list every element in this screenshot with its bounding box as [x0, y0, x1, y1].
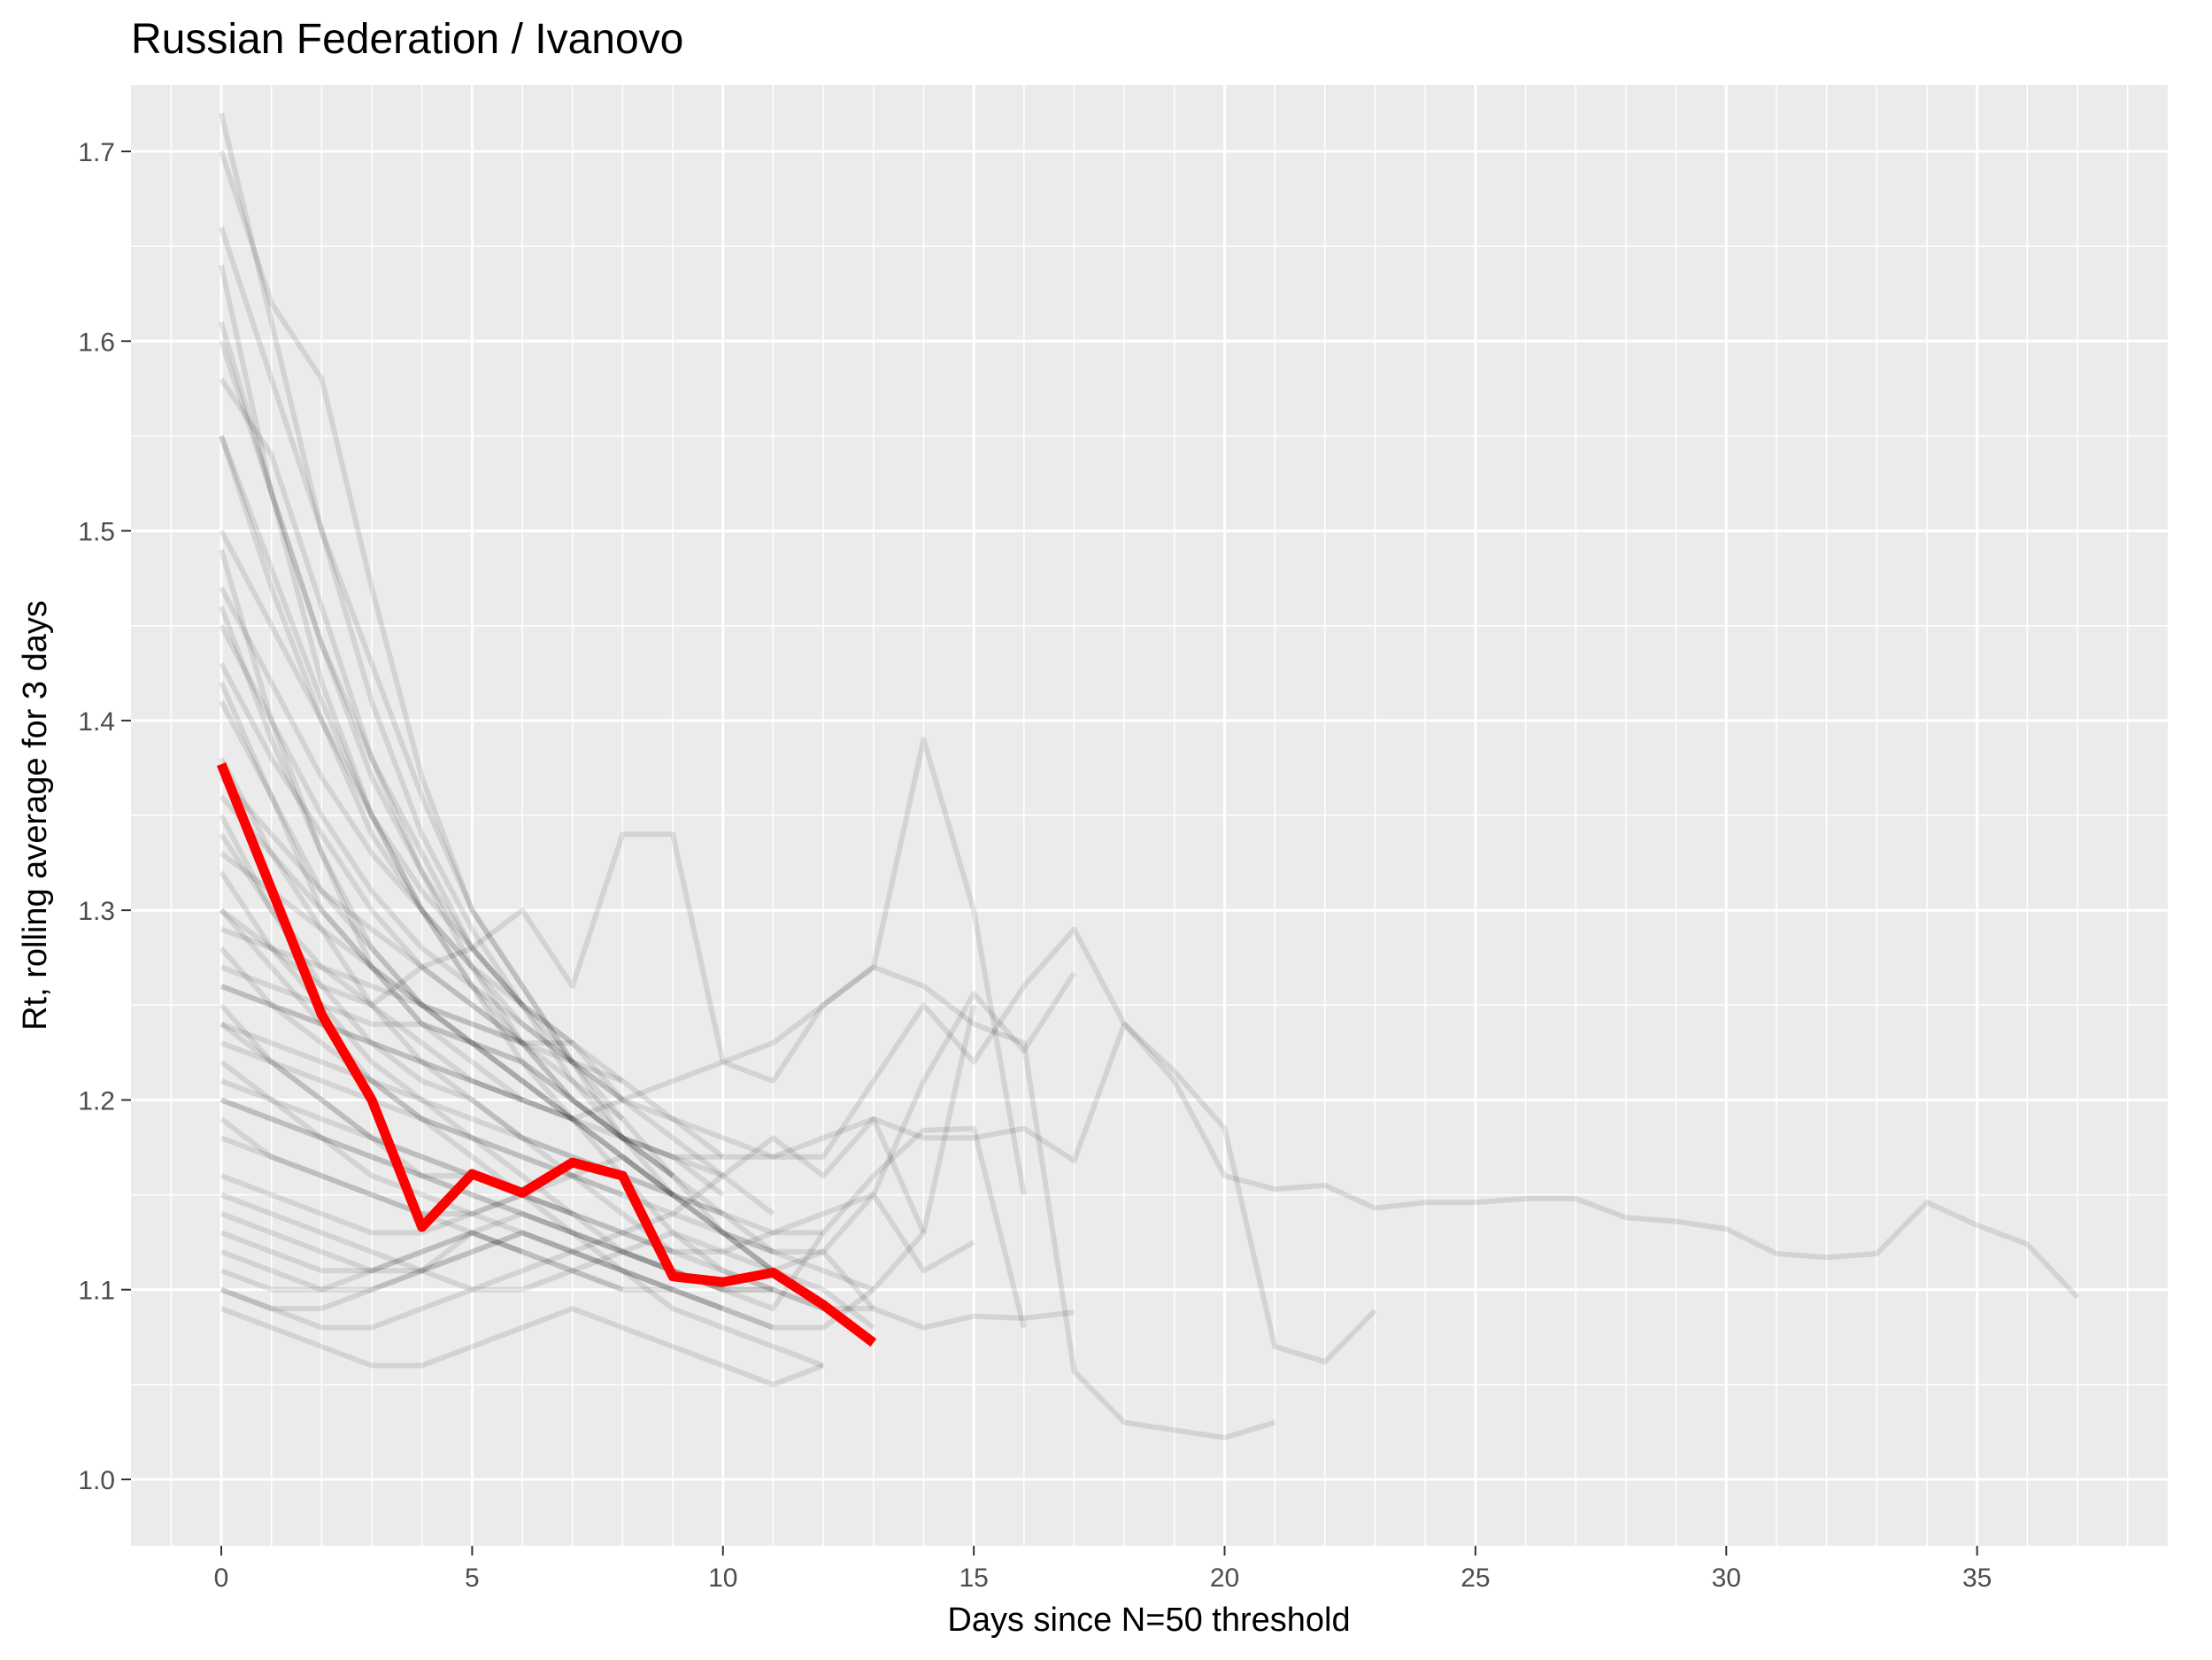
- x-tick-label: 0: [214, 1563, 229, 1593]
- background-series-line: [219, 435, 625, 1102]
- y-tick-label: 1.3: [78, 897, 115, 926]
- background-series-line: [219, 606, 1377, 1365]
- background-series-line: [219, 794, 674, 1197]
- background-series-line: [220, 1021, 724, 1216]
- background-series-line: [220, 971, 1077, 1255]
- background-series-line: [220, 1060, 775, 1255]
- highlight-series-line: [216, 762, 877, 1347]
- background-series-line: [219, 776, 524, 1046]
- background-series-line: [219, 908, 724, 1293]
- background-series-line: [220, 1230, 674, 1312]
- background-series-line: [219, 757, 775, 1293]
- background-series-line: [219, 321, 525, 1008]
- x-tick-label: 15: [959, 1563, 988, 1593]
- background-series-line: [219, 340, 775, 1273]
- background-series-line: [220, 1211, 825, 1369]
- background-series-line: [220, 1004, 977, 1331]
- background-series-group: [219, 112, 2080, 1440]
- y-tick-label: 1.5: [78, 518, 115, 547]
- y-axis-title: Rt, rolling average for 3 days: [17, 600, 54, 1031]
- background-series-line: [220, 964, 674, 1178]
- y-tick-label: 1.1: [78, 1277, 115, 1306]
- x-tick-label: 35: [1962, 1563, 1992, 1593]
- x-tick-label: 30: [1712, 1563, 1741, 1593]
- background-series-line: [220, 1192, 975, 1293]
- background-series-line: [219, 946, 875, 1293]
- background-series-line: [220, 1116, 927, 1331]
- background-series-line: [219, 814, 824, 1236]
- background-series-line: [219, 377, 725, 1197]
- background-series-line: [220, 1230, 524, 1274]
- background-series-line: [219, 264, 674, 1178]
- background-series-line: [220, 1211, 724, 1311]
- background-series-line: [220, 1078, 474, 1178]
- y-tick-label: 1.2: [78, 1086, 115, 1116]
- x-tick-label: 20: [1210, 1563, 1239, 1593]
- x-tick-label: 5: [465, 1563, 480, 1593]
- y-tick-label: 1.7: [78, 138, 115, 167]
- x-tick-label: 10: [708, 1563, 737, 1593]
- y-axis-ticks: 1.0 1.1 1.2 1.3 1.4 1.5 1.6 1.7: [78, 138, 131, 1495]
- x-axis-ticks: 0 5 10 15 20 25 30 35: [214, 1546, 1992, 1593]
- x-axis-title: Days since N=50 threshold: [947, 1602, 1350, 1639]
- x-tick-label: 25: [1461, 1563, 1490, 1593]
- background-series-line: [219, 586, 574, 1046]
- background-series-line: [220, 926, 624, 1084]
- background-series-line: [219, 529, 725, 1160]
- grid-major: [131, 85, 2168, 1546]
- background-series-line: [219, 151, 876, 1311]
- background-series-line: [219, 226, 775, 1273]
- background-series-line: [220, 984, 524, 1103]
- background-series-line: [220, 1097, 674, 1255]
- background-series-line: [220, 737, 1027, 1196]
- background-series-line: [219, 699, 674, 1197]
- background-series-line: [220, 1116, 775, 1331]
- background-series-line: [220, 1306, 825, 1387]
- background-series-line: [219, 662, 625, 1122]
- background-series-line: [219, 112, 574, 1064]
- y-tick-label: 1.0: [78, 1466, 115, 1495]
- chart-title: Russian Federation / Ivanovo: [131, 16, 683, 63]
- background-series-line: [219, 832, 724, 1178]
- background-series-line: [219, 549, 2080, 1300]
- background-series-line: [219, 870, 1027, 1329]
- background-series-line: [220, 1230, 624, 1293]
- y-tick-label: 1.6: [78, 328, 115, 357]
- background-series-line: [220, 1097, 1075, 1331]
- background-series-line: [220, 1173, 574, 1236]
- background-series-line: [219, 681, 875, 1330]
- background-series-line: [219, 624, 775, 1216]
- background-series-line: [219, 435, 825, 1311]
- highlight-series-group: [216, 762, 877, 1347]
- y-tick-label: 1.4: [78, 707, 115, 737]
- background-series-line: [220, 964, 1276, 1440]
